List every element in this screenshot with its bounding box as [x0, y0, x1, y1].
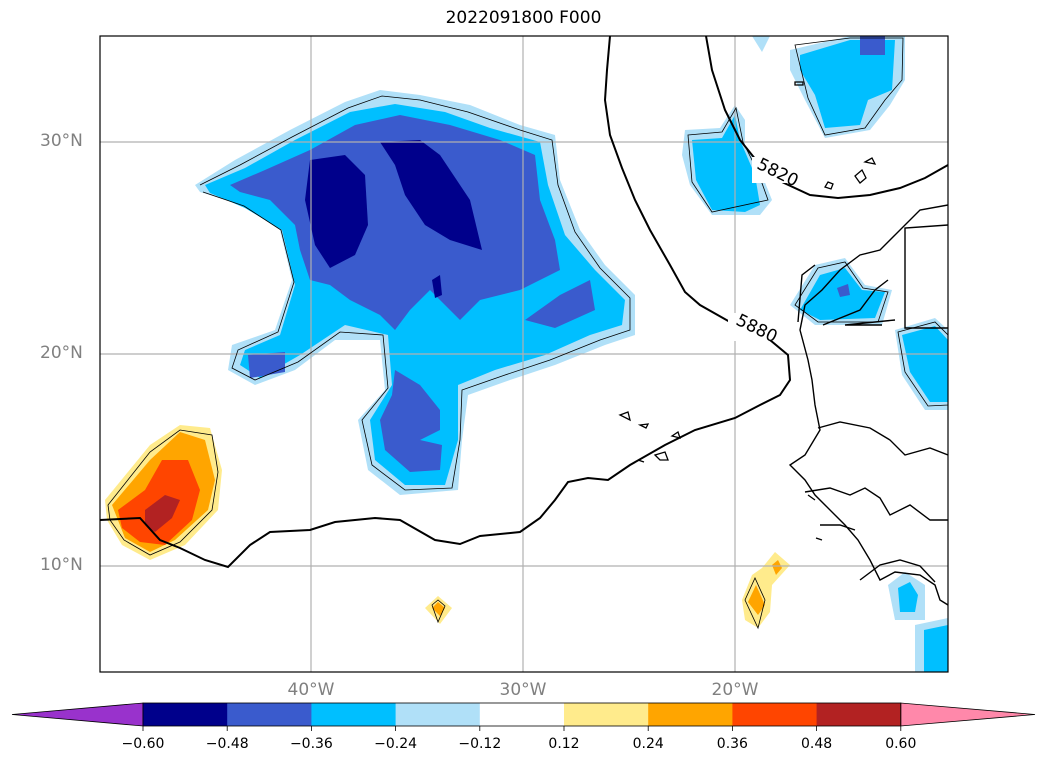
contour-5820 [705, 36, 948, 200]
colorbar-tick-label: 0.36 [716, 736, 748, 752]
lon-label-20w: 20°W [711, 680, 759, 700]
colorbar-tick-label: −0.24 [374, 736, 418, 752]
colorbar-swatch [143, 703, 228, 726]
colorbar-extend-low [11, 702, 144, 727]
anomaly-fill [105, 36, 948, 672]
pos-blob-dark [145, 495, 180, 532]
colorbar-tick-label: −0.60 [121, 736, 165, 752]
neg-blob-mid-east [525, 280, 595, 328]
islands [618, 81, 877, 541]
colorbar-swatch [564, 703, 649, 726]
colorbar [11, 702, 1036, 731]
lat-label-20n: 20°N [40, 343, 83, 363]
lat-label-30n: 30°N [40, 131, 83, 151]
neg-blob-mid-south [380, 370, 442, 472]
lon-label-40w: 40°W [287, 680, 335, 700]
colorbar-tick-label: −0.48 [205, 736, 249, 752]
colorbar-swatch [648, 703, 733, 726]
colorbar-tick-label: 0.60 [885, 736, 917, 752]
neg-blob-dark-1 [305, 155, 368, 268]
colorbar-tick-label: −0.12 [458, 736, 502, 752]
colorbar-frame [142, 702, 902, 727]
colorbar-tick-label: −0.36 [289, 736, 333, 752]
colorbar-extend-high [900, 702, 1036, 727]
colorbar-swatch [479, 703, 565, 726]
colorbar-swatch [227, 703, 312, 726]
map-title: 2022091800 F000 [445, 8, 602, 28]
height-contours [100, 36, 948, 569]
lat-label-10n: 10°N [40, 555, 83, 575]
coastlines [788, 204, 948, 606]
neg-blob-dark-2 [380, 140, 482, 250]
colorbar-tick-label: 0.24 [632, 736, 664, 752]
colorbar-swatch [395, 703, 481, 726]
contour-5880 [100, 36, 792, 569]
colorbar-tick-label: 0.48 [801, 736, 833, 752]
colorbar-tick-label: 0.12 [548, 736, 580, 752]
lon-label-30w: 30°W [499, 680, 547, 700]
colorbar-swatch [311, 703, 397, 726]
colorbar-swatch [732, 703, 818, 726]
neg-blob-dark-3 [432, 275, 442, 298]
map-frame [99, 35, 949, 673]
colorbar-swatch [816, 703, 902, 726]
